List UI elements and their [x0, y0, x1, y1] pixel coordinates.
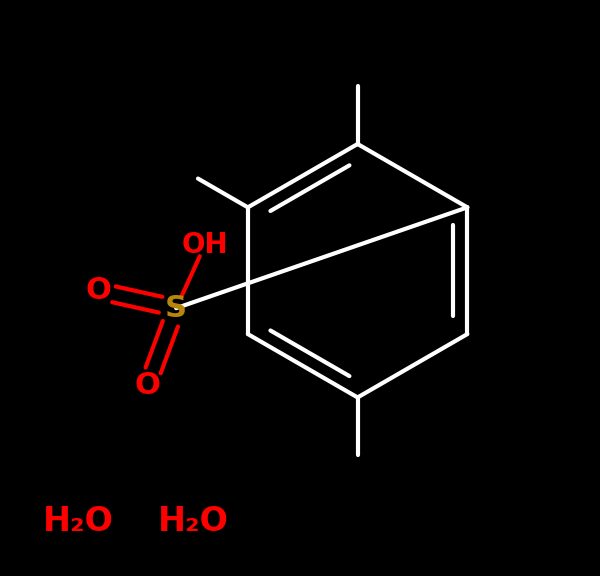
Text: O: O — [134, 372, 160, 400]
Text: O: O — [85, 276, 112, 305]
Text: H₂O: H₂O — [43, 505, 113, 538]
Text: OH: OH — [182, 231, 228, 259]
Text: S: S — [165, 294, 187, 323]
Text: H₂O: H₂O — [158, 505, 229, 538]
